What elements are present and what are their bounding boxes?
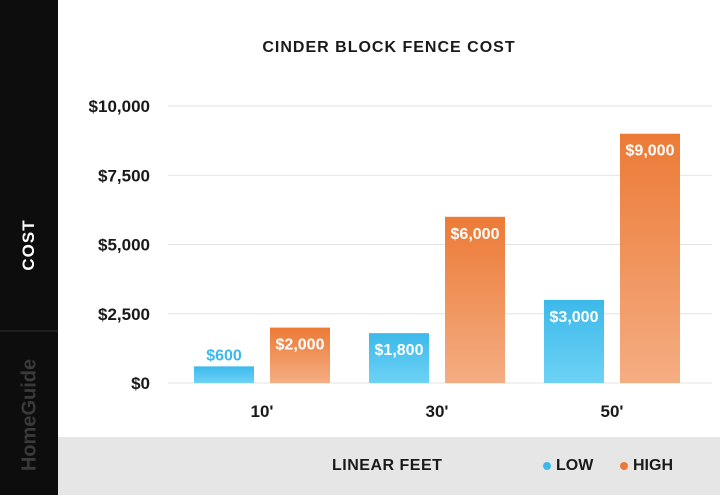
x-tick-label: 50' <box>601 402 624 421</box>
data-label-high-1: $6,000 <box>451 226 500 243</box>
bar-low-2 <box>544 299 604 383</box>
legend-label-high: HIGH <box>633 457 673 474</box>
bar-high-2 <box>620 133 680 383</box>
x-tick-label: 10' <box>251 402 274 421</box>
legend-item-high: HIGH <box>620 457 673 475</box>
data-labels: $600 $2,000 $1,800 $6,000 $3,000 $9,000 <box>206 143 674 365</box>
legend-swatch-high <box>620 462 628 470</box>
y-tick-label: $0 <box>131 374 150 393</box>
bar-low-0 <box>194 366 254 383</box>
bars <box>194 133 680 383</box>
bar-low-1 <box>369 333 429 383</box>
bar-high-0 <box>270 327 330 383</box>
x-axis-label: LINEAR FEET <box>332 457 443 474</box>
data-label-low-2: $3,000 <box>550 309 599 326</box>
data-label-low-1: $1,800 <box>375 342 424 359</box>
side-bar <box>0 0 58 495</box>
legend-item-low: LOW <box>543 457 593 475</box>
chart-title: CINDER BLOCK FENCE COST <box>262 39 515 56</box>
y-tick-labels: $0 $2,500 $5,000 $7,500 $10,000 <box>89 97 150 393</box>
y-tick-label: $2,500 <box>98 305 150 324</box>
data-label-high-2: $9,000 <box>626 143 675 160</box>
legend-label-low: LOW <box>556 457 594 474</box>
x-tick-labels: 10' 30' 50' <box>251 402 624 421</box>
footer-band <box>58 437 720 495</box>
y-tick-label: $5,000 <box>98 236 150 255</box>
data-label-high-0: $2,000 <box>276 337 325 354</box>
data-label-low-0: $600 <box>206 347 242 364</box>
legend-swatch-low <box>543 462 551 470</box>
y-tick-label: $10,000 <box>89 97 150 116</box>
x-tick-label: 30' <box>426 402 449 421</box>
bar-high-1 <box>445 216 505 383</box>
y-tick-label: $7,500 <box>98 166 150 185</box>
side-bar-divider <box>0 330 58 332</box>
